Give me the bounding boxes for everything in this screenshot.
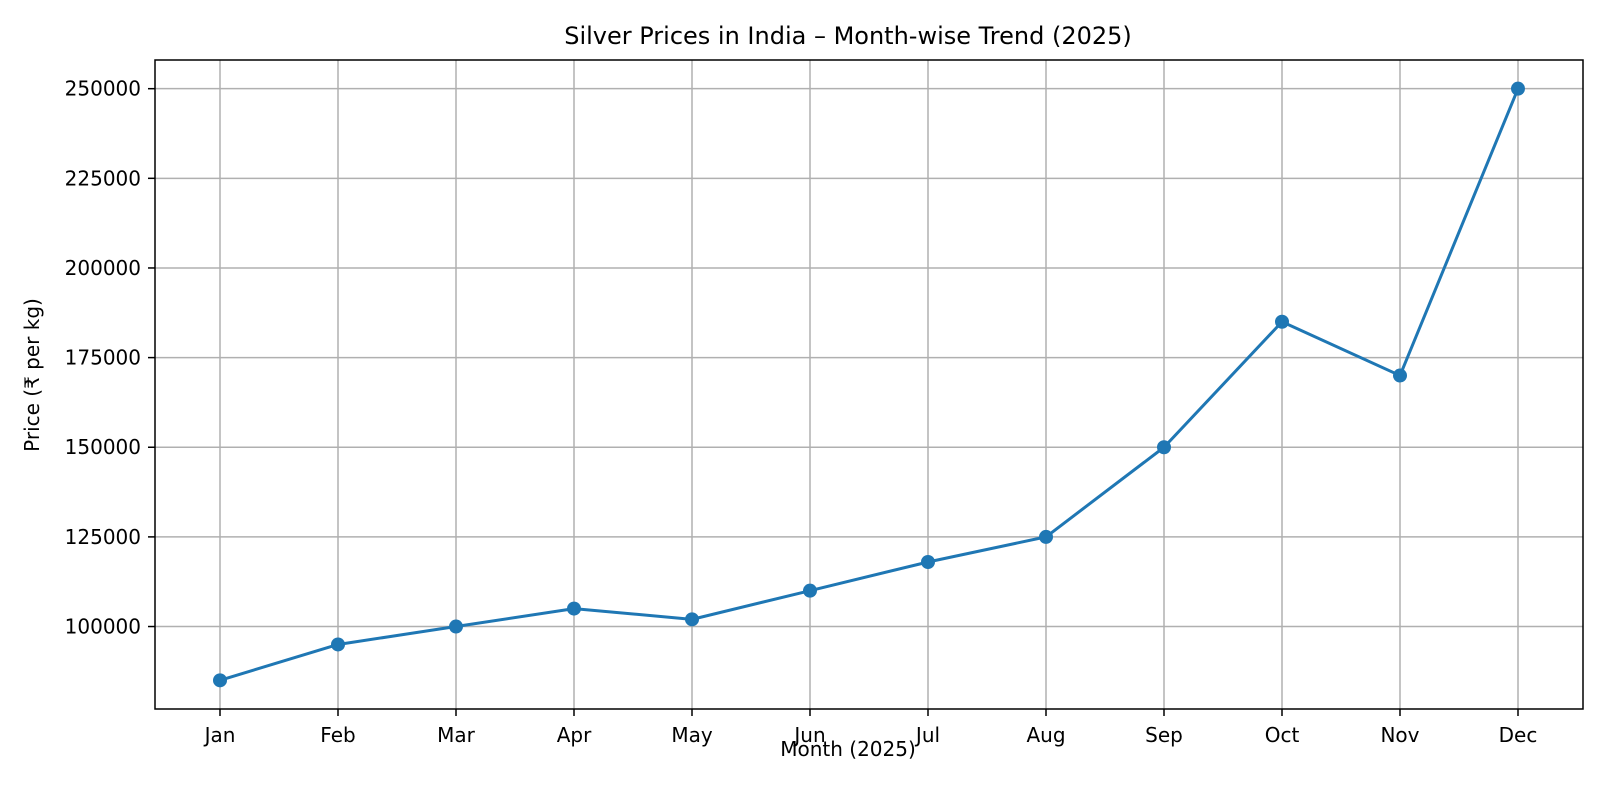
x-tick-label: Dec: [1499, 723, 1538, 747]
data-point: [1393, 368, 1407, 383]
y-axis-title: Price (₹ per kg): [20, 298, 44, 452]
chart-title: Silver Prices in India – Month-wise Tren…: [564, 22, 1132, 50]
x-tick-label: Jun: [792, 723, 825, 747]
x-axis-title: Month (2025): [780, 737, 916, 761]
y-tick-label: 175000: [65, 346, 141, 370]
grid: [155, 60, 1583, 709]
data-point: [331, 637, 345, 652]
x-tick-label: Sep: [1145, 723, 1183, 747]
data-point: [1511, 81, 1525, 96]
x-tick-label: Apr: [557, 723, 592, 747]
x-tick-label: Oct: [1265, 723, 1300, 747]
data-point: [213, 673, 227, 688]
data-point: [803, 583, 817, 598]
x-tick-label: Mar: [437, 723, 476, 747]
axis-ticks: Jan Feb Mar Apr May Jun Jul Aug Sep Oct Nov Dec 1000…: [65, 77, 1538, 747]
y-tick-label: 225000: [65, 166, 141, 190]
data-point: [449, 619, 463, 634]
series-line: [219, 88, 1520, 682]
series-silver-price: [213, 81, 1525, 688]
y-tick-label: 200000: [65, 256, 141, 280]
x-tick-label: Jul: [914, 723, 940, 747]
data-point: [1157, 440, 1171, 455]
x-tick-label: Nov: [1380, 723, 1419, 747]
data-point: [567, 601, 581, 616]
x-tick-label: Feb: [320, 723, 355, 747]
data-point: [1275, 314, 1289, 329]
y-tick-label: 250000: [65, 77, 141, 101]
x-tick-label: Aug: [1026, 723, 1065, 747]
x-tick-label: Jan: [203, 723, 236, 747]
data-point: [921, 554, 935, 569]
y-tick-label: 150000: [65, 435, 141, 459]
data-point: [685, 612, 699, 627]
x-tick-label: May: [671, 723, 713, 747]
y-tick-label: 100000: [65, 615, 141, 639]
data-point: [1039, 529, 1053, 544]
plot-area-frame: [154, 59, 1584, 710]
y-tick-label: 125000: [65, 525, 141, 549]
